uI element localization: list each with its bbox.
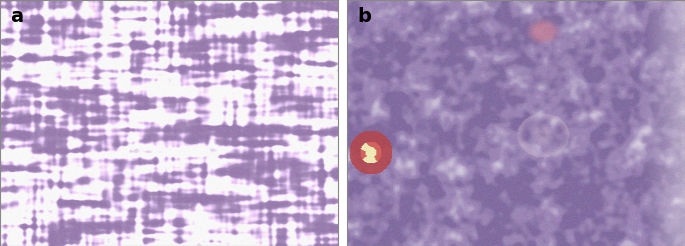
Text: a: a	[10, 7, 23, 26]
Text: b: b	[358, 7, 371, 26]
